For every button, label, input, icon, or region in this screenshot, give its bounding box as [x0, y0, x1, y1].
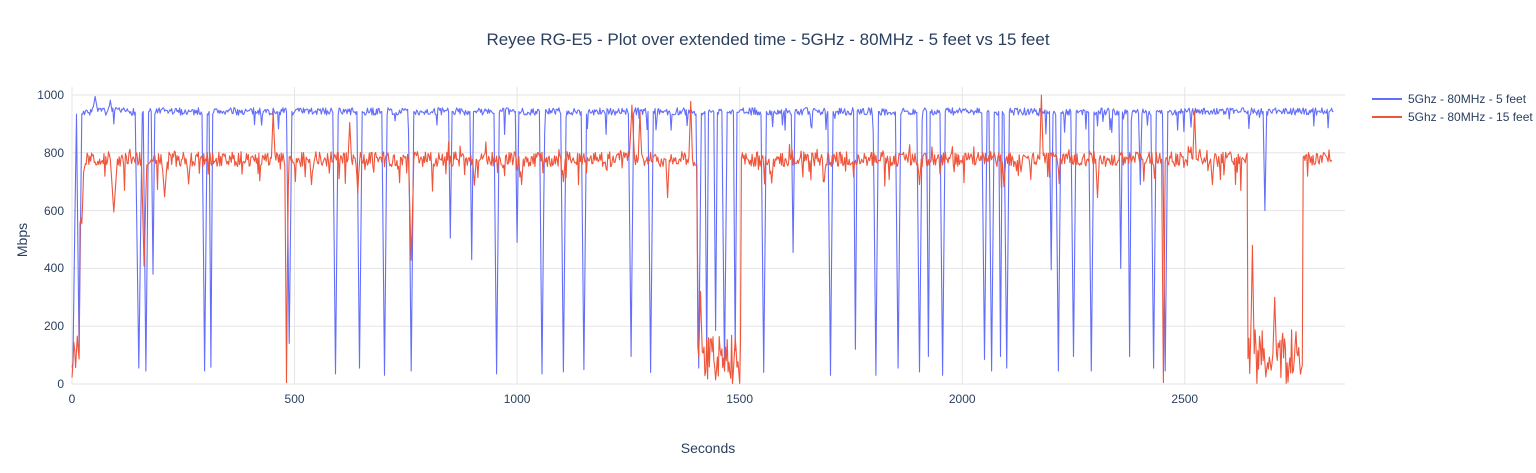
y-tick-label: 600 [43, 203, 64, 218]
chart-title: Reyee RG-E5 - Plot over extended time - … [486, 30, 1050, 49]
legend-item-15-feet[interactable]: 5Ghz - 80MHz - 15 feet [1372, 108, 1533, 126]
x-tick-label: 2500 [1171, 392, 1199, 406]
legend: 5Ghz - 80MHz - 5 feet 5Ghz - 80MHz - 15 … [1372, 90, 1533, 126]
legend-label-15-feet: 5Ghz - 80MHz - 15 feet [1408, 110, 1533, 124]
y-tick-label: 200 [43, 319, 64, 334]
legend-item-5-feet[interactable]: 5Ghz - 80MHz - 5 feet [1372, 90, 1533, 108]
x-tick-label: 1000 [503, 392, 531, 406]
x-axis-title: Seconds [680, 440, 736, 456]
legend-line-swatch-blue [1372, 98, 1402, 100]
x-tick-label: 2000 [948, 392, 976, 406]
x-tick-label: 500 [284, 392, 305, 406]
legend-label-5-feet: 5Ghz - 80MHz - 5 feet [1408, 92, 1527, 106]
x-tick-label: 1500 [726, 392, 754, 406]
y-tick-label: 0 [57, 377, 64, 391]
y-axis-title: Mbps [14, 222, 30, 258]
y-tick-label: 1000 [37, 88, 64, 102]
y-tick-label: 400 [43, 261, 64, 276]
legend-line-swatch-red [1372, 116, 1402, 118]
x-tick-label: 0 [68, 392, 76, 406]
y-tick-label: 800 [43, 145, 64, 160]
series-line-15-feet [71, 94, 1333, 384]
series-line-5-feet [71, 95, 1334, 376]
